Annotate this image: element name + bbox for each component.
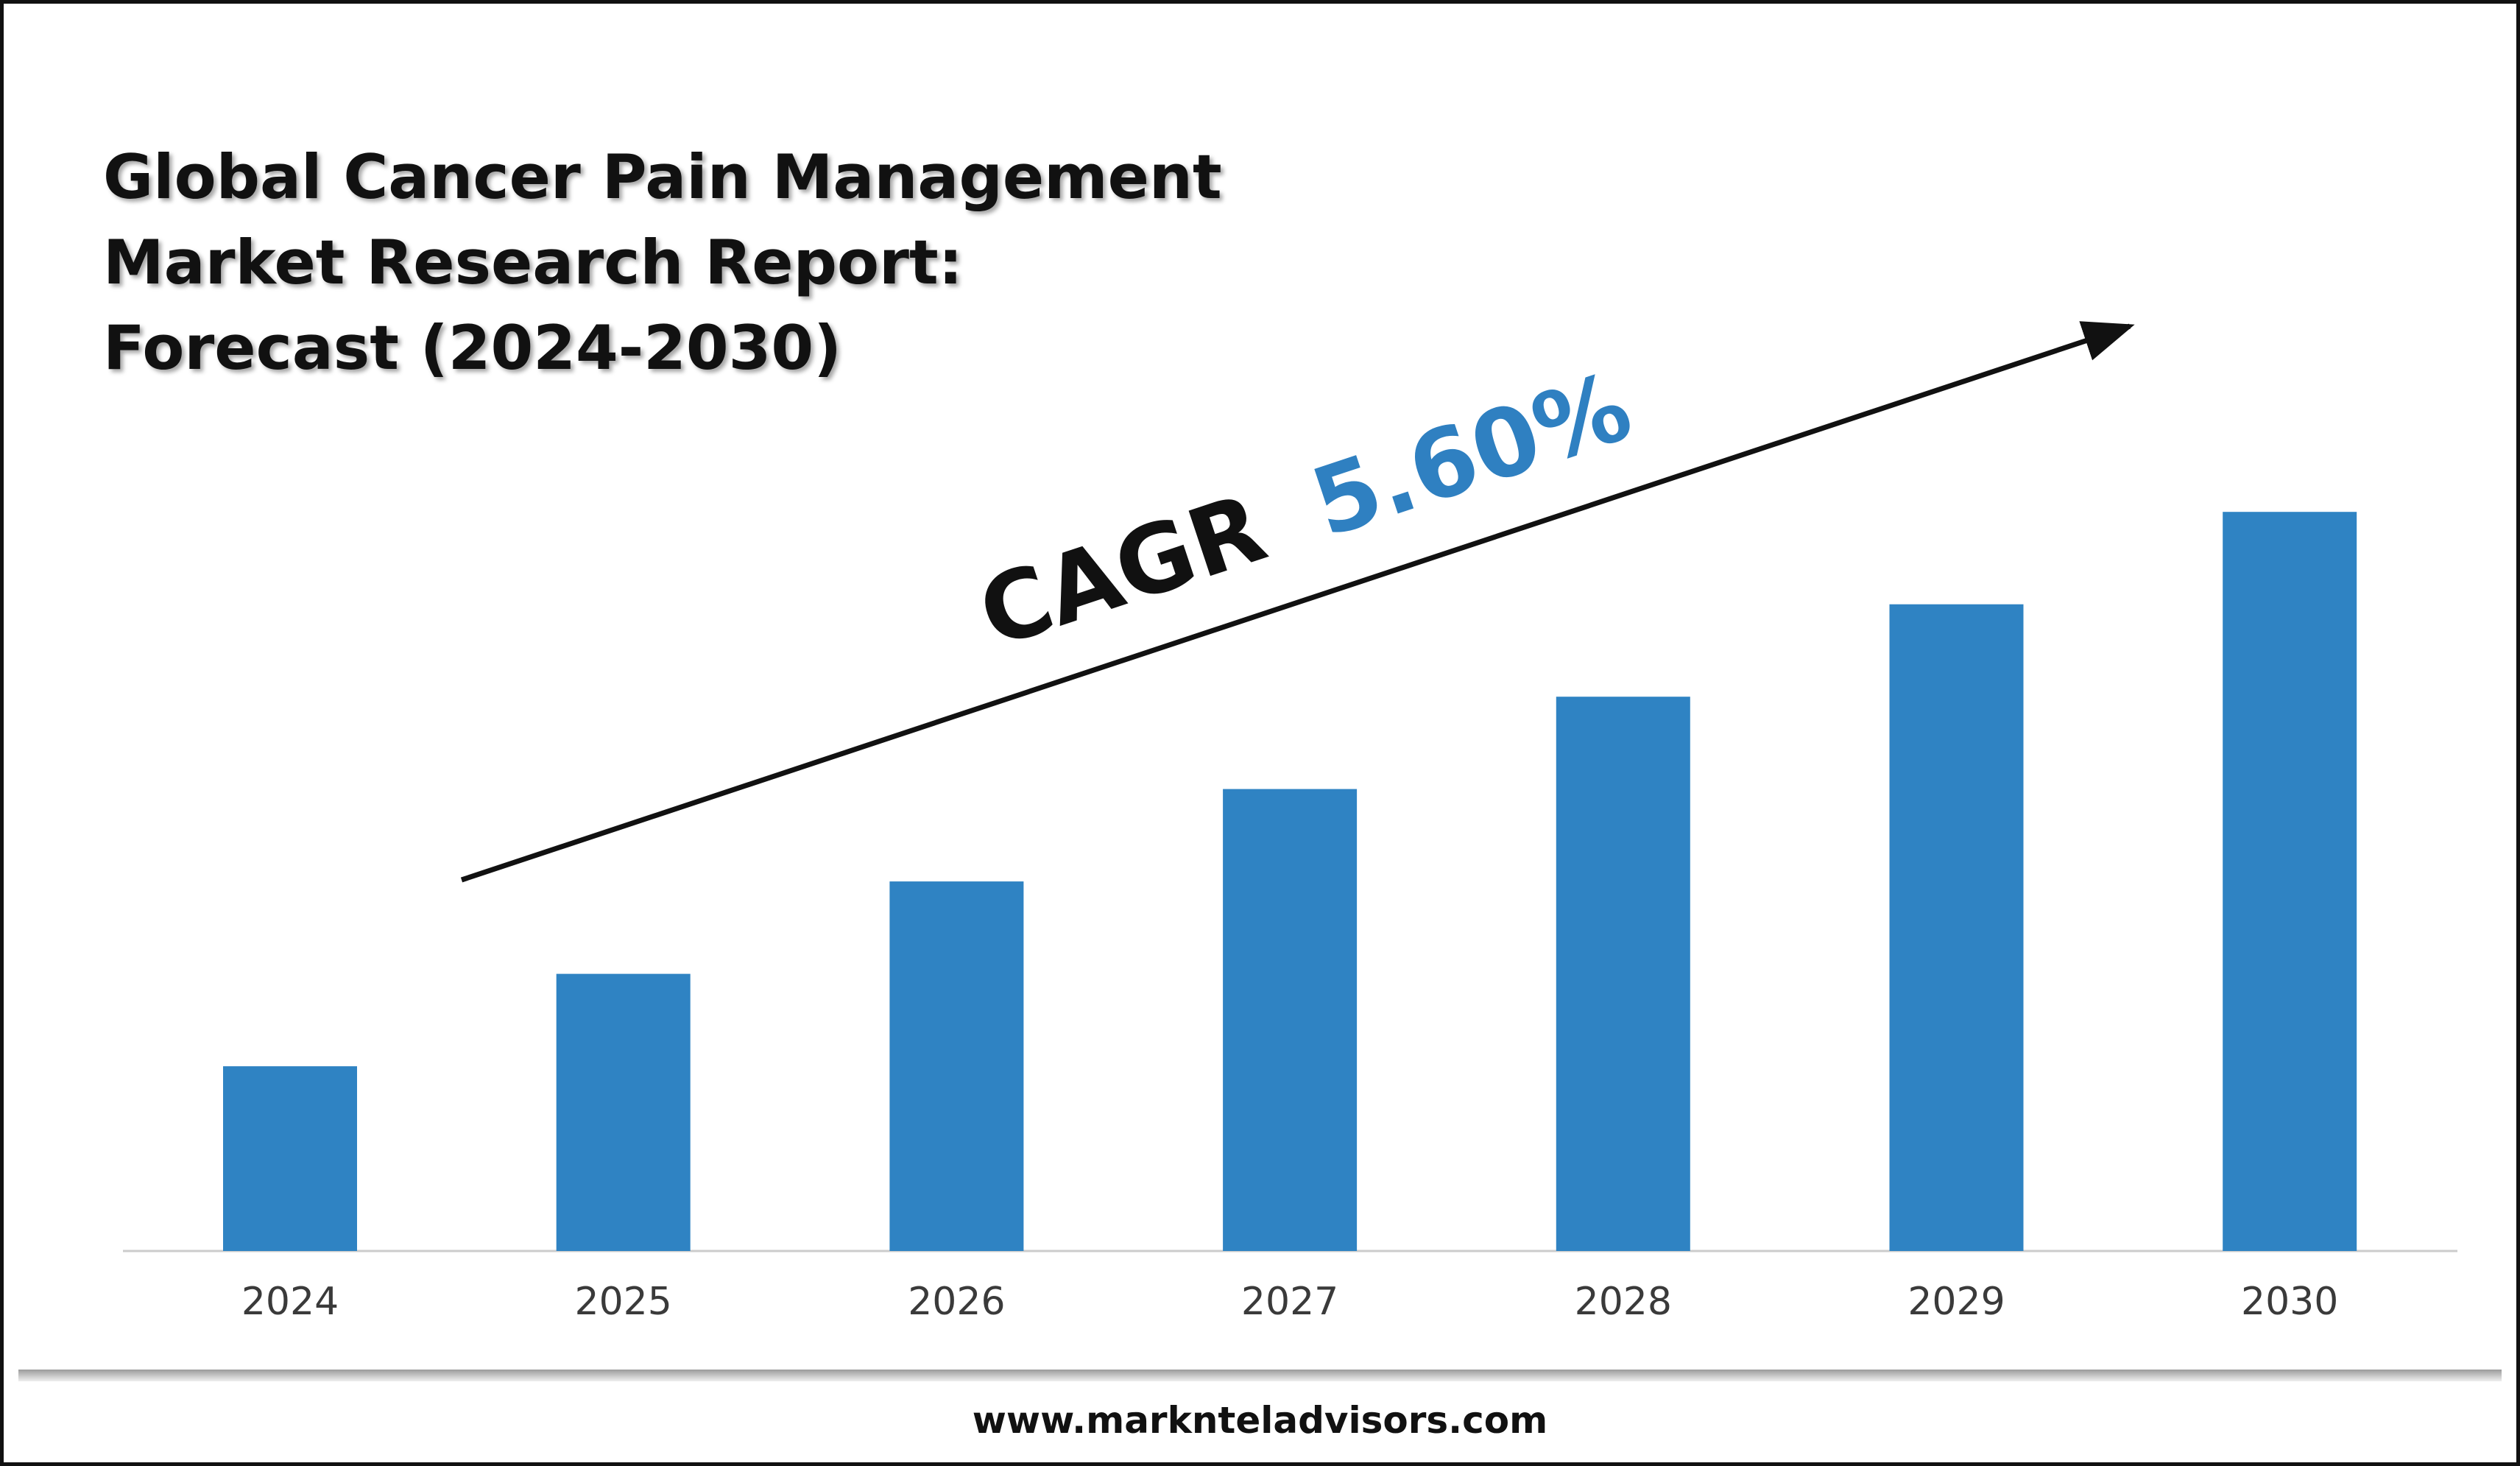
footer-website: www.marknteladvisors.com bbox=[972, 1399, 1548, 1442]
bar-2029 bbox=[1889, 604, 2024, 1251]
x-tick-label-2025: 2025 bbox=[575, 1280, 672, 1324]
cagr-value: 5.60% bbox=[1299, 352, 1644, 560]
bar-2024 bbox=[223, 1066, 357, 1251]
bar-2028 bbox=[1556, 697, 1690, 1251]
x-tick-label-2030: 2030 bbox=[2241, 1280, 2338, 1324]
title-line-1: Global Cancer Pain Management bbox=[103, 141, 1222, 213]
bar-2027 bbox=[1223, 789, 1358, 1251]
x-tick-label-2028: 2028 bbox=[1575, 1280, 1672, 1324]
cagr-annotation: CAGR 5.60% bbox=[967, 352, 1644, 670]
bar-2030 bbox=[2223, 512, 2357, 1251]
cagr-trend-arrow bbox=[460, 321, 2135, 883]
x-tick-label-2024: 2024 bbox=[241, 1280, 339, 1324]
bars-group bbox=[223, 512, 2357, 1251]
footer-divider bbox=[18, 1370, 2502, 1381]
title-line-3: Forecast (2024-2030) bbox=[103, 312, 842, 384]
x-tick-labels: 2024 2025 2026 2027 2028 2029 2030 bbox=[241, 1280, 2339, 1324]
bar-2025 bbox=[556, 973, 691, 1251]
bar-2026 bbox=[889, 881, 1024, 1251]
x-tick-label-2029: 2029 bbox=[1907, 1280, 2005, 1324]
title-line-2: Market Research Report: bbox=[103, 227, 963, 298]
x-tick-label-2026: 2026 bbox=[908, 1280, 1005, 1324]
chart-title: Global Cancer Pain Management Market Res… bbox=[103, 135, 1222, 391]
cagr-label: CAGR bbox=[967, 473, 1278, 670]
x-tick-label-2027: 2027 bbox=[1241, 1280, 1338, 1324]
bar-chart: 2024 2025 2026 2027 2028 2029 2030 CAGR 5.60% bbox=[123, 321, 2457, 1324]
